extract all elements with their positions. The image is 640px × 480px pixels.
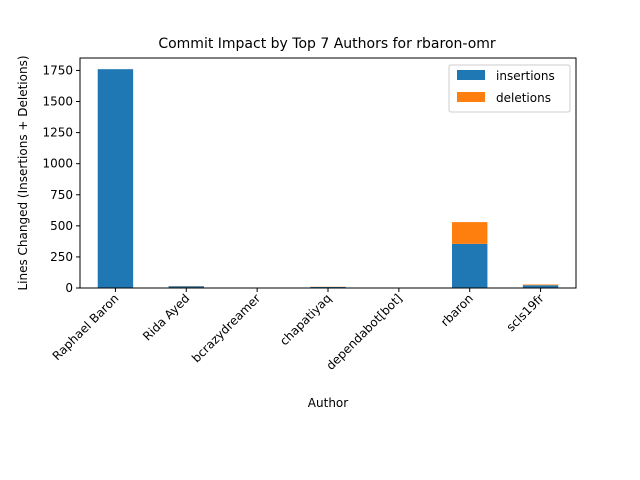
y-tick-label: 1250 bbox=[42, 126, 73, 140]
y-tick-label: 1750 bbox=[42, 63, 73, 77]
bars-layer bbox=[97, 69, 559, 289]
bar-insertions-rida-ayed bbox=[168, 286, 204, 288]
bar-insertions-raphael-baron bbox=[97, 69, 134, 289]
y-tick-label: 750 bbox=[50, 188, 73, 202]
legend-label-insertions: insertions bbox=[496, 69, 555, 83]
legend-swatch-deletions bbox=[457, 92, 485, 102]
legend-swatch-insertions bbox=[457, 70, 485, 80]
y-tick-label: 0 bbox=[65, 281, 73, 295]
y-tick-label: 250 bbox=[50, 250, 73, 264]
bar-insertions-scls19fr bbox=[522, 285, 559, 288]
legend-label-deletions: deletions bbox=[496, 91, 551, 105]
legend: insertions deletions bbox=[448, 64, 571, 113]
x-axis-label: Author bbox=[308, 396, 348, 410]
y-axis: 0 250 500 750 1000 1250 1500 1750 bbox=[42, 63, 80, 295]
bar-insertions-rbaron bbox=[452, 243, 488, 288]
y-axis-label: Lines Changed (Insertions + Deletions) bbox=[16, 55, 30, 290]
bar-deletions-rbaron bbox=[452, 222, 488, 244]
bar-deletions-scls19fr bbox=[522, 284, 559, 286]
y-tick-label: 1500 bbox=[42, 95, 73, 109]
y-tick-label: 500 bbox=[50, 219, 73, 233]
chart-title: Commit Impact by Top 7 Authors for rbaro… bbox=[158, 36, 496, 52]
y-tick-label: 1000 bbox=[42, 157, 73, 171]
